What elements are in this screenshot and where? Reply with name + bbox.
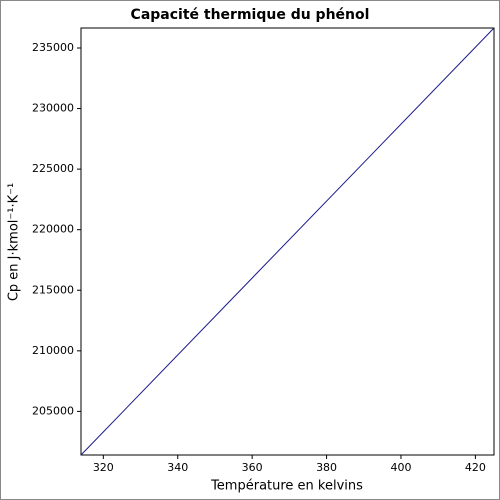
y-tick-label: 225000 [32, 162, 74, 175]
y-axis-label: Cp en J·kmol⁻¹·K⁻¹ [7, 183, 22, 301]
y-tick-label: 215000 [32, 283, 74, 296]
plot-area [80, 27, 495, 456]
y-tick-label: 210000 [32, 344, 74, 357]
x-tick-label: 420 [465, 461, 486, 474]
data-line [80, 27, 495, 456]
y-tick-label: 205000 [32, 404, 74, 417]
y-tick-label: 235000 [32, 41, 74, 54]
x-axis-label: Température en kelvins [210, 479, 363, 494]
y-tick-label: 230000 [32, 102, 74, 115]
x-tick-label: 360 [242, 461, 263, 474]
x-tick-label: 400 [390, 461, 411, 474]
x-tick-label: 380 [316, 461, 337, 474]
y-tick-label: 220000 [32, 223, 74, 236]
x-tick-label: 320 [93, 461, 114, 474]
x-tick-label: 340 [167, 461, 188, 474]
chart-title: Capacité thermique du phénol [131, 7, 370, 23]
